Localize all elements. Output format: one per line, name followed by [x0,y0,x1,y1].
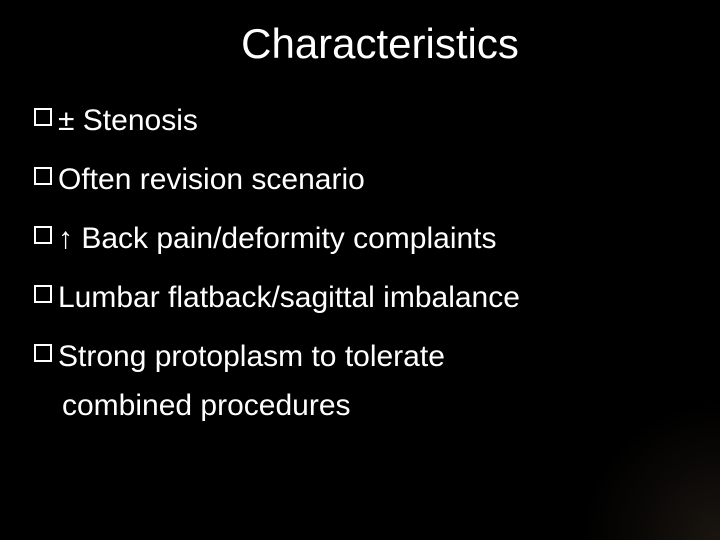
bullet-list: ± Stenosis Often revision scenario ↑ Bac… [30,98,690,428]
bullet-item: Often revision scenario [34,157,690,202]
bullet-item: Strong protoplasm to tolerate [34,334,690,379]
bullet-text: ± Stenosis [58,98,690,143]
bullet-marker-icon [34,167,52,185]
bullet-item: ↑ Back pain/deformity complaints [34,216,690,261]
bullet-marker-icon [34,285,52,303]
bullet-marker-icon [34,108,52,126]
slide-title: Characteristics [70,20,690,68]
bullet-text: Strong protoplasm to tolerate [58,334,690,379]
bullet-text: Often revision scenario [58,157,690,202]
bullet-continuation: combined procedures [34,383,690,428]
bullet-marker-icon [34,344,52,362]
bullet-text: ↑ Back pain/deformity complaints [58,216,690,261]
slide-container: Characteristics ± Stenosis Often revisio… [0,0,720,540]
bullet-marker-icon [34,226,52,244]
bullet-item: ± Stenosis [34,98,690,143]
bullet-text: Lumbar flatback/sagittal imbalance [58,275,690,320]
bullet-item: Lumbar flatback/sagittal imbalance [34,275,690,320]
